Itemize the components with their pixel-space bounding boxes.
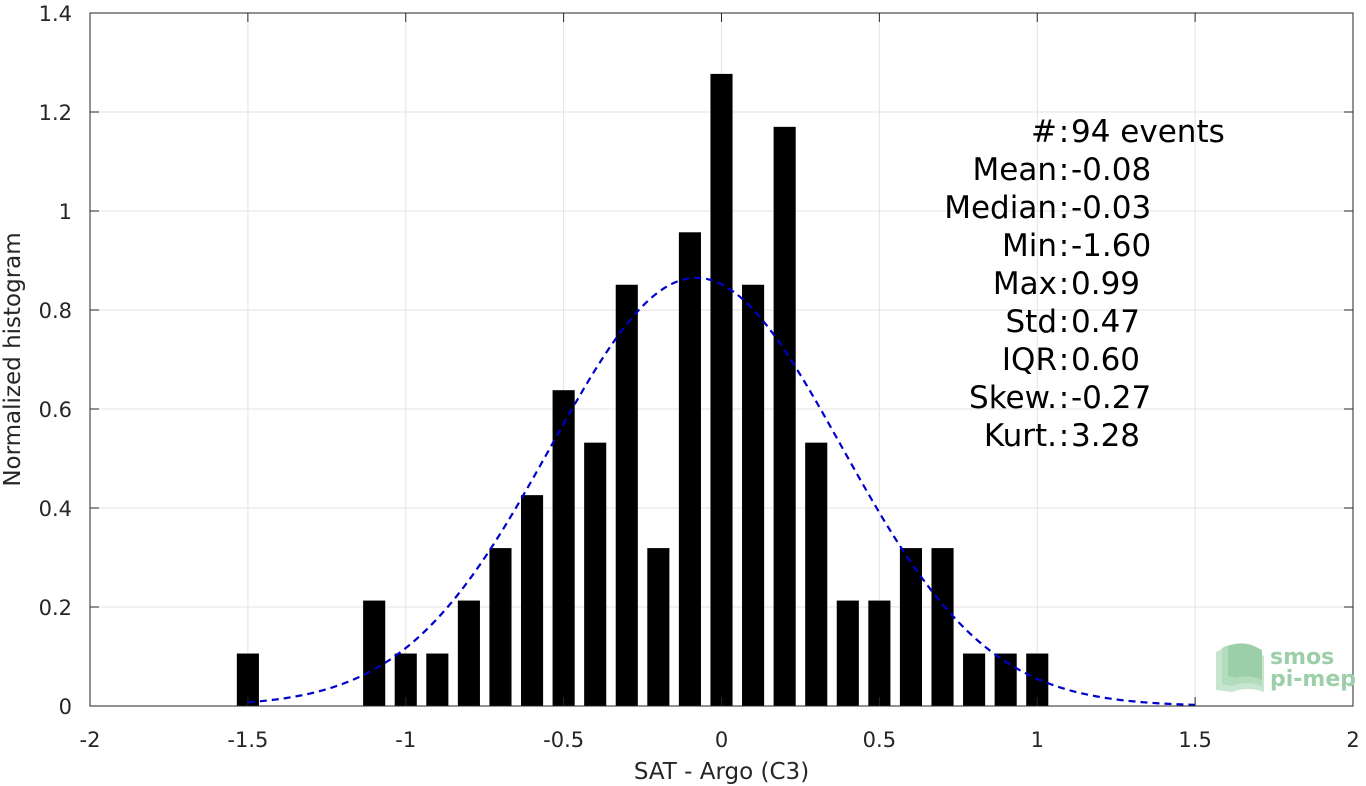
histogram-bar [584, 442, 607, 706]
y-tick-label: 0.4 [39, 497, 72, 521]
histogram-bar [868, 600, 891, 706]
stats-value: 3.28 [1071, 418, 1140, 454]
histogram-bar [236, 653, 259, 706]
stats-value: 0.60 [1071, 342, 1140, 378]
stats-colon: : [1059, 152, 1069, 188]
histogram-bar [615, 284, 638, 706]
stats-label: Max [993, 266, 1057, 302]
histogram-bar [994, 653, 1017, 706]
histogram-bar [678, 232, 701, 706]
histogram-bar [520, 495, 544, 706]
stats-label: IQR [1002, 342, 1057, 378]
x-tick-label: 1 [1031, 728, 1044, 752]
histogram-bar [363, 600, 386, 706]
stats-colon: : [1059, 114, 1069, 150]
axis-ticks [89, 12, 1354, 707]
histogram-bar [836, 600, 859, 706]
histogram-bar [963, 653, 986, 706]
histogram-bar [394, 653, 417, 706]
y-tick-labels: 0 0.2 0.4 0.6 0.8 1 1.2 1.4 [39, 2, 72, 719]
stats-colon: : [1059, 418, 1069, 454]
stats-colon: : [1059, 342, 1069, 378]
stats-value: 0.99 [1071, 266, 1140, 302]
x-tick-label: 2 [1346, 728, 1359, 752]
histogram-bar [931, 548, 954, 706]
stats-label: Mean [973, 152, 1057, 188]
stats-label: Kurt. [984, 418, 1057, 454]
y-tick-label: 0 [59, 695, 72, 719]
stats-colon: : [1059, 266, 1069, 302]
gaussian-fit-curve [247, 276, 1196, 706]
stats-label: Skew. [969, 380, 1057, 416]
logo-line-2: pi-mep [1270, 667, 1356, 692]
histogram-bar [457, 600, 480, 706]
histogram-bar [710, 73, 733, 706]
histogram-bar [426, 653, 449, 706]
histogram-bar [773, 126, 796, 707]
statistics-annotation: # : 94 events Mean : -0.08 Median : -0.03 M… [944, 114, 1225, 454]
histogram-bar [489, 548, 512, 706]
y-axis-title: Normalized histogram [0, 232, 26, 486]
x-tick-label: -1 [395, 728, 416, 752]
histogram-bar [742, 284, 765, 706]
stats-value: -0.03 [1071, 190, 1151, 226]
logo-waves-icon [1216, 643, 1264, 692]
x-tick-label: -2 [80, 728, 101, 752]
stats-colon: : [1059, 380, 1069, 416]
histogram-bars [236, 73, 1049, 707]
x-tick-label: -0.5 [543, 728, 584, 752]
histogram-bar [552, 390, 575, 706]
stats-value: -1.60 [1071, 228, 1151, 264]
histogram-bar [647, 548, 670, 706]
y-tick-label: 0.6 [39, 398, 72, 422]
x-axis-title: SAT - Argo (C3) [634, 759, 809, 785]
y-tick-label: 1.4 [39, 2, 72, 26]
x-tick-label: 0 [715, 728, 728, 752]
x-tick-label: 0.5 [863, 728, 896, 752]
logo-line-1: smos [1270, 645, 1334, 670]
stats-value: 0.47 [1071, 304, 1140, 340]
y-tick-label: 0.8 [39, 299, 72, 323]
smos-pimep-logo: smos pi-mep [1216, 643, 1356, 692]
histogram-bar [805, 442, 828, 706]
stats-value: -0.08 [1071, 152, 1151, 188]
histogram-bar [899, 548, 923, 706]
stats-label: Min [1002, 228, 1057, 264]
stats-colon: : [1059, 304, 1069, 340]
stats-colon: : [1059, 228, 1069, 264]
stats-label: # [1031, 114, 1057, 150]
x-tick-label: 1.5 [1178, 728, 1211, 752]
x-tick-label: -1.5 [227, 728, 268, 752]
stats-colon: : [1059, 190, 1069, 226]
y-tick-label: 1.2 [39, 101, 72, 125]
x-tick-labels: -2 -1.5 -1 -0.5 0 0.5 1 1.5 2 [80, 728, 1360, 752]
y-tick-label: 0.2 [39, 596, 72, 620]
stats-value: 94 events [1071, 114, 1225, 150]
stats-label: Std [1005, 304, 1057, 340]
stats-value: -0.27 [1071, 380, 1151, 416]
stats-label: Median [944, 190, 1057, 226]
y-tick-label: 1 [59, 200, 72, 224]
